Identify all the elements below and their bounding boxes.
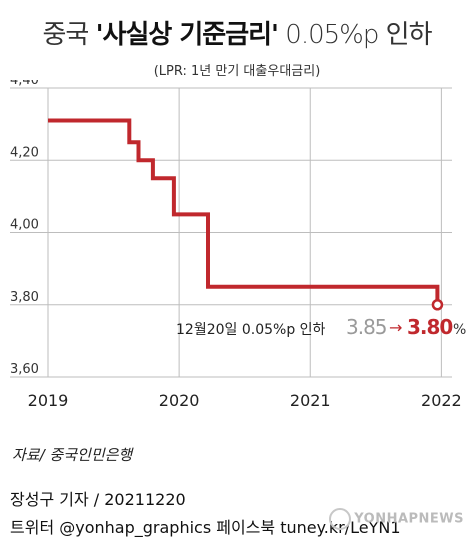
annotation-from-value: 3.85 [346, 315, 387, 339]
y-tick-label: 4,20 [10, 145, 39, 160]
annotation-to-value: 3.80 [407, 315, 452, 339]
y-axis: 3,60 3,80 4,00 4,20 4,40 [10, 80, 39, 377]
reporter-credit: 장성구 기자 / 20211220 [10, 490, 186, 509]
annotation-text: 12월20일 0.05%p 인하 [176, 322, 326, 338]
grid-lines [10, 87, 452, 378]
title-prefix: 중국 [42, 20, 96, 50]
source-note: 자료/ 중국인민은행 [12, 446, 133, 464]
last-point-marker [431, 299, 444, 311]
annotation-unit: % [453, 322, 466, 338]
annotation-arrow: → [389, 318, 402, 337]
social-credit: 트위터 @yonhap_graphics 페이스북 tuney.kr/LeYN1 [10, 518, 401, 537]
x-tick-label: 2022 [421, 391, 462, 410]
title-suffix: 0.05%p 인하 [278, 20, 432, 50]
annotation: 12월20일 0.05%p 인하 3.85 → 3.80 % [176, 315, 466, 339]
yonhap-watermark: YONHAPNEWS [329, 508, 464, 530]
series-group [48, 118, 444, 311]
yonhap-logo-icon [329, 508, 352, 530]
x-axis: 2019 2020 2021 2022 [28, 391, 462, 410]
y-tick-label: 3,60 [10, 362, 39, 377]
x-tick-label: 2019 [28, 391, 69, 410]
x-tick-label: 2020 [159, 391, 200, 410]
rate-step-line [48, 118, 440, 305]
y-tick-label: 3,80 [10, 290, 39, 305]
y-tick-label: 4,40 [10, 80, 39, 88]
watermark-text: YONHAPNEWS [354, 511, 464, 527]
subtitle: (LPR: 1년 만기 대출우대금리) [153, 64, 321, 79]
y-tick-label: 4,00 [10, 218, 39, 233]
title-emphasis: '사실상 기준금리' [95, 20, 279, 50]
x-tick-label: 2021 [290, 391, 331, 410]
rate-chart: 3,60 3,80 4,00 4,20 4,40 2019 2020 2021 2022 12… [10, 80, 466, 410]
page-title: 중국 '사실상 기준금리' 0.05%p 인하 [0, 14, 474, 51]
